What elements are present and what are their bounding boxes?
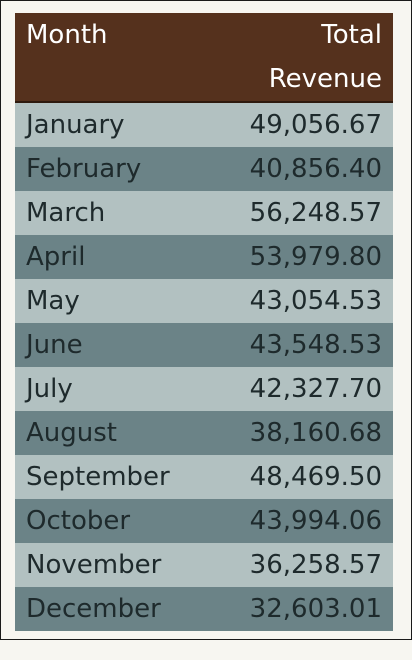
- month-cell: December: [15, 587, 204, 631]
- revenue-cell: 49,056.67: [204, 102, 393, 147]
- table-row: October 43,994.06: [15, 499, 393, 543]
- month-cell: September: [15, 455, 204, 499]
- table-row: September 48,469.50: [15, 455, 393, 499]
- table-header-row: Month Total Revenue: [15, 13, 393, 103]
- revenue-cell: 48,469.50: [204, 455, 393, 499]
- revenue-cell: 56,248.57: [204, 191, 393, 235]
- revenue-cell: 43,054.53: [204, 279, 393, 323]
- table-row: June 43,548.53: [15, 323, 393, 367]
- table-row: April 53,979.80: [15, 235, 393, 279]
- revenue-cell: 36,258.57: [204, 543, 393, 587]
- month-cell: April: [15, 235, 204, 279]
- table-row: March 56,248.57: [15, 191, 393, 235]
- table-row: January 49,056.67: [15, 102, 393, 147]
- table-row: December 32,603.01: [15, 587, 393, 631]
- revenue-cell: 43,548.53: [204, 323, 393, 367]
- month-cell: January: [15, 102, 204, 147]
- table-frame: Month Total Revenue January 49,056.67 Fe…: [0, 0, 412, 640]
- column-header-total-revenue: Total Revenue: [204, 13, 393, 103]
- revenue-cell: 38,160.68: [204, 411, 393, 455]
- month-cell: March: [15, 191, 204, 235]
- table-row: August 38,160.68: [15, 411, 393, 455]
- revenue-cell: 32,603.01: [204, 587, 393, 631]
- month-cell: July: [15, 367, 204, 411]
- revenue-cell: 40,856.40: [204, 147, 393, 191]
- revenue-cell: 42,327.70: [204, 367, 393, 411]
- month-cell: October: [15, 499, 204, 543]
- revenue-table: Month Total Revenue January 49,056.67 Fe…: [15, 13, 393, 631]
- month-cell: November: [15, 543, 204, 587]
- month-cell: May: [15, 279, 204, 323]
- column-header-month: Month: [15, 13, 204, 103]
- month-cell: August: [15, 411, 204, 455]
- table-row: February 40,856.40: [15, 147, 393, 191]
- month-cell: February: [15, 147, 204, 191]
- revenue-cell: 43,994.06: [204, 499, 393, 543]
- table-row: May 43,054.53: [15, 279, 393, 323]
- table-row: July 42,327.70: [15, 367, 393, 411]
- table-row: November 36,258.57: [15, 543, 393, 587]
- revenue-cell: 53,979.80: [204, 235, 393, 279]
- month-cell: June: [15, 323, 204, 367]
